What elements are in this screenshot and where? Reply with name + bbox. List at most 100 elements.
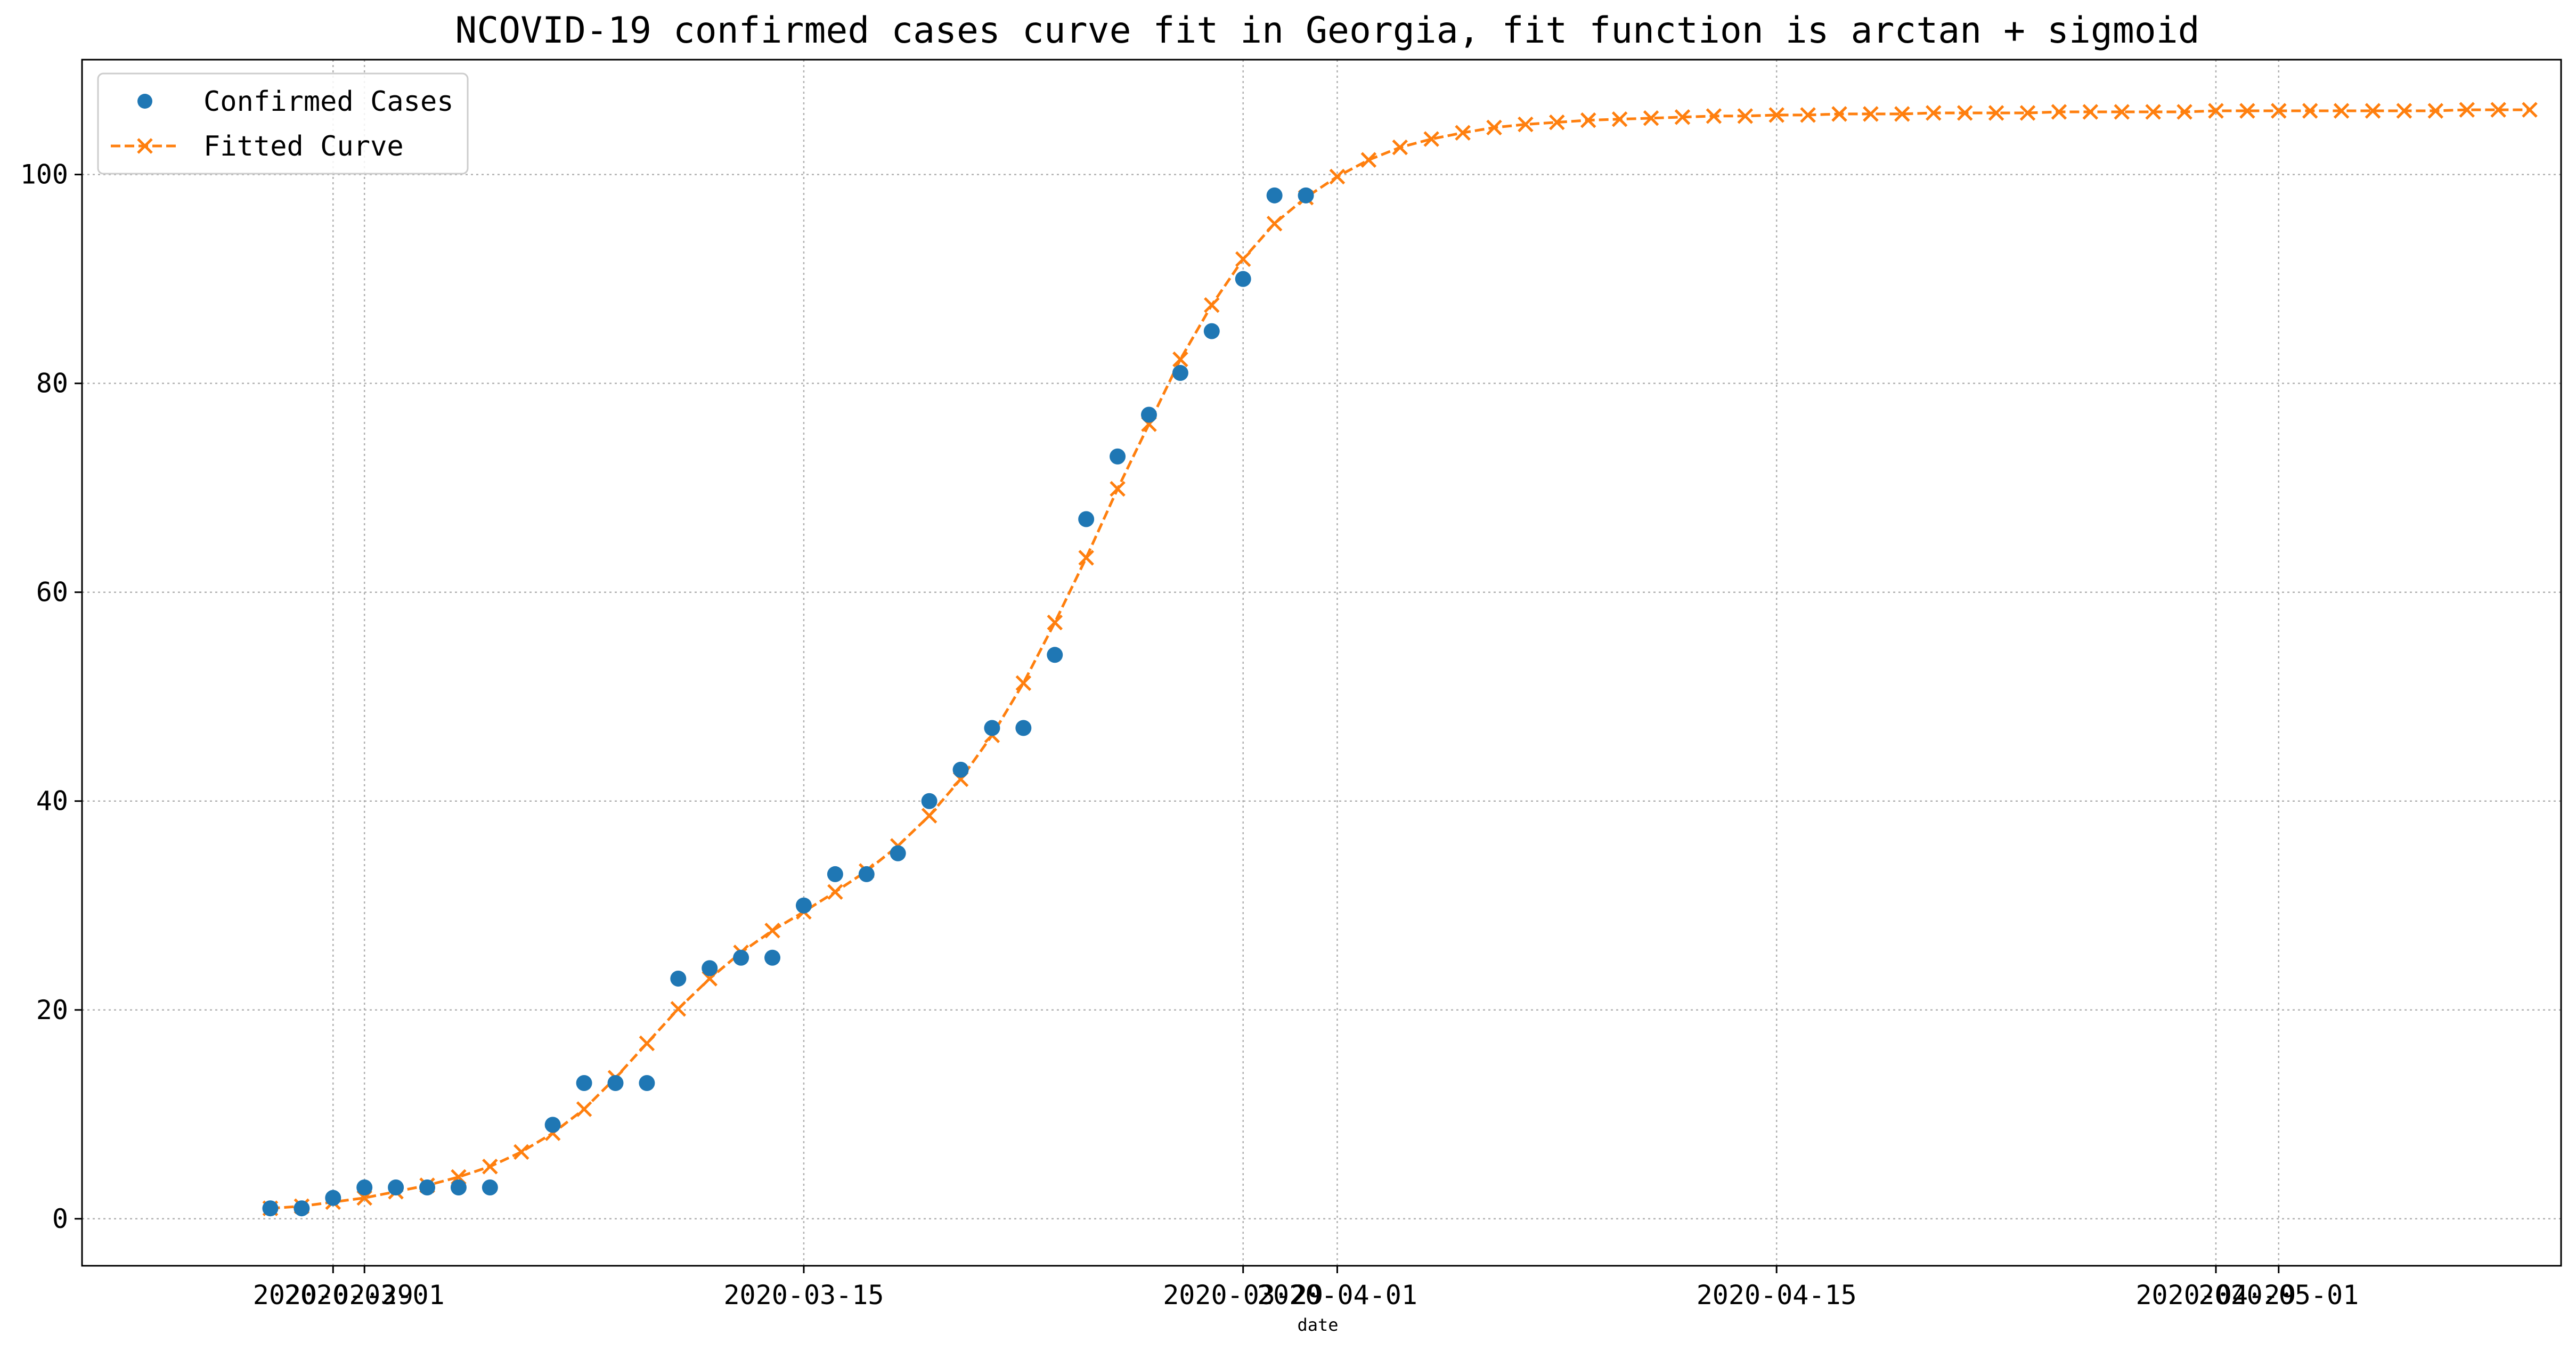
confirmed-case-point — [1266, 187, 1283, 204]
fitted-curve-marker — [670, 1001, 687, 1017]
fitted-curve-marker — [1768, 107, 1784, 123]
fitted-curve-marker — [1549, 114, 1565, 131]
fitted-curve-marker — [2302, 103, 2318, 119]
confirmed-case-point — [858, 866, 875, 882]
fitted-curve-marker — [576, 1101, 592, 1117]
fitted-curve-marker — [1988, 105, 2004, 121]
confirmed-case-point — [1140, 406, 1157, 423]
fitted-curve-marker — [2019, 105, 2036, 121]
fitted-curve-marker — [1423, 131, 1439, 147]
fitted-curve-marker — [2427, 103, 2444, 119]
fitted-curve-marker — [1486, 119, 1502, 136]
y-axis: 0 20 40 60 80 100 — [20, 159, 82, 1234]
fitted-curve-marker — [2208, 103, 2224, 119]
fitted-curve-marker — [1329, 168, 1346, 185]
y-tick-label: 0 — [52, 1203, 68, 1234]
y-tick-label: 60 — [36, 577, 68, 608]
fitted-curve-marker — [1015, 675, 1032, 691]
confirmed-case-point — [1078, 511, 1095, 527]
confirmed-case-point — [262, 1200, 279, 1217]
confirmed-case-point — [1110, 448, 1126, 465]
fitted-curve-marker — [2333, 103, 2350, 119]
fitted-curve-marker — [921, 808, 938, 824]
legend-marker-confirmed-cases — [137, 94, 152, 109]
fitted-curve-marker — [1078, 550, 1094, 566]
fitted-curve-marker — [2365, 103, 2381, 119]
legend-marker-fitted-curve — [137, 138, 153, 154]
fitted-curve-marker — [2176, 104, 2192, 120]
x-tick-label: 2020-04-29 — [2135, 1280, 2296, 1311]
confirmed-case-point — [921, 793, 938, 809]
fitted-curve-marker — [2082, 104, 2099, 120]
x-axis-label: date — [1297, 1315, 1338, 1335]
fitted-curve-marker — [1800, 107, 1816, 123]
y-tick-label: 20 — [36, 995, 68, 1026]
confirmed-case-point — [1172, 365, 1188, 381]
confirmed-case-point — [984, 720, 1000, 736]
x-tick-label: 2020-03-15 — [723, 1280, 884, 1311]
legend-box — [97, 72, 469, 175]
confirmed-case-point — [1047, 647, 1063, 663]
y-tick-label: 40 — [36, 786, 68, 817]
fitted-curve-marker — [639, 1035, 655, 1052]
fitted-curve-marker — [2051, 104, 2067, 120]
confirmed-case-point — [388, 1179, 404, 1195]
x-tick-label: 2020-03-29 — [1163, 1280, 1323, 1311]
fitted-curve-marker — [1674, 109, 1691, 125]
confirmed-case-point — [544, 1117, 561, 1133]
confirmed-case-point — [419, 1179, 436, 1195]
fitted-curve-marker — [1172, 351, 1188, 368]
x-tick-label: 2020-05-01 — [2198, 1280, 2359, 1311]
fitted-curve-marker — [1235, 251, 1251, 267]
y-tick-label: 100 — [20, 159, 68, 190]
confirmed-case-point — [607, 1075, 624, 1091]
fitted-curve-marker — [1611, 111, 1628, 127]
y-tick-label: 80 — [36, 368, 68, 399]
fitted-curve-marker — [513, 1144, 529, 1160]
fitted-curve-marker — [1831, 106, 1847, 122]
x-tick-label: 2020-04-15 — [1697, 1280, 1857, 1311]
confirmed-case-point — [702, 960, 718, 976]
confirmed-case-point — [670, 970, 687, 987]
confirmed-case-point — [1015, 720, 1032, 736]
fitted-curve-marker — [1643, 110, 1659, 126]
confirmed-case-point — [639, 1075, 655, 1091]
fitted-curve-marker — [482, 1159, 498, 1175]
fitted-curve-marker — [1894, 106, 1910, 122]
fitted-curve-marker — [1518, 116, 1534, 133]
fitted-curve-marker — [1047, 614, 1063, 631]
confirmed-case-point — [764, 949, 781, 966]
confirmed-case-point — [1235, 271, 1251, 287]
fitted-curve-marker — [1706, 108, 1722, 124]
confirmed-case-point — [325, 1190, 341, 1206]
fitted-curve-marker — [2396, 103, 2412, 119]
fitted-curve-marker — [827, 884, 843, 900]
confirmed-case-point — [733, 949, 749, 966]
x-tick-label: 2020-02-29 — [253, 1280, 413, 1311]
fitted-curve-marker — [1926, 105, 1942, 121]
confirmed-case-point — [952, 761, 969, 778]
plot-area-frame — [81, 59, 2562, 1267]
fitted-curve-marker — [2114, 104, 2130, 120]
fitted-curve-marker — [1863, 106, 1879, 122]
confirmed-case-point — [890, 845, 906, 861]
confirmed-case-point — [1298, 187, 1314, 204]
legend-label-fitted-curve: Fitted Curve — [203, 131, 404, 162]
chart-title: NCOVID-19 confirmed cases curve fit in G… — [455, 10, 2199, 52]
fitted-curve-marker — [2271, 103, 2287, 119]
fitted-curve-marker — [2239, 103, 2255, 119]
fitted-curve-marker — [2145, 104, 2161, 120]
confirmed-case-point — [450, 1179, 467, 1195]
fitted-curve-marker — [1737, 108, 1754, 124]
fitted-curve-marker — [1360, 152, 1377, 168]
fitted-curve-marker — [2522, 102, 2538, 118]
confirmed-case-point — [294, 1200, 310, 1217]
confirmed-case-point — [356, 1179, 373, 1195]
legend-label-confirmed-cases: Confirmed Cases — [203, 86, 454, 118]
fitted-curve-marker — [1392, 139, 1408, 156]
fitted-curve-marker — [1455, 125, 1471, 141]
fitted-curve-marker — [764, 923, 780, 939]
fitted-curve-marker — [1957, 105, 1973, 121]
